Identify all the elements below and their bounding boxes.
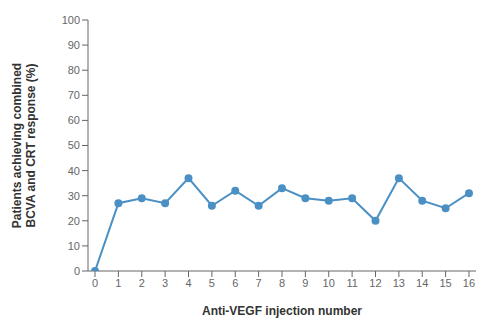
svg-text:70: 70 [68, 89, 80, 101]
svg-text:Patients achieving combinedBCV: Patients achieving combinedBCVA and CRT … [10, 63, 38, 228]
svg-text:12: 12 [369, 277, 381, 289]
svg-text:40: 40 [68, 165, 80, 177]
svg-text:10: 10 [323, 277, 335, 289]
svg-text:13: 13 [393, 277, 405, 289]
svg-text:8: 8 [279, 277, 285, 289]
svg-text:50: 50 [68, 139, 80, 151]
svg-text:15: 15 [439, 277, 451, 289]
svg-text:7: 7 [256, 277, 262, 289]
svg-text:90: 90 [68, 39, 80, 51]
svg-text:6: 6 [232, 277, 238, 289]
svg-text:30: 30 [68, 190, 80, 202]
svg-text:3: 3 [162, 277, 168, 289]
svg-text:5: 5 [209, 277, 215, 289]
svg-text:60: 60 [68, 114, 80, 126]
svg-text:9: 9 [302, 277, 308, 289]
svg-text:14: 14 [416, 277, 428, 289]
svg-text:4: 4 [185, 277, 191, 289]
svg-text:80: 80 [68, 64, 80, 76]
svg-text:11: 11 [346, 277, 357, 289]
svg-text:0: 0 [92, 277, 98, 289]
svg-text:1: 1 [115, 277, 121, 289]
svg-text:10: 10 [68, 240, 80, 252]
svg-text:100: 100 [62, 14, 80, 26]
svg-text:Anti-VEGF injection number: Anti-VEGF injection number [202, 304, 362, 318]
svg-text:20: 20 [68, 215, 80, 227]
svg-text:2: 2 [139, 277, 145, 289]
svg-text:0: 0 [74, 265, 80, 277]
svg-text:16: 16 [463, 277, 475, 289]
